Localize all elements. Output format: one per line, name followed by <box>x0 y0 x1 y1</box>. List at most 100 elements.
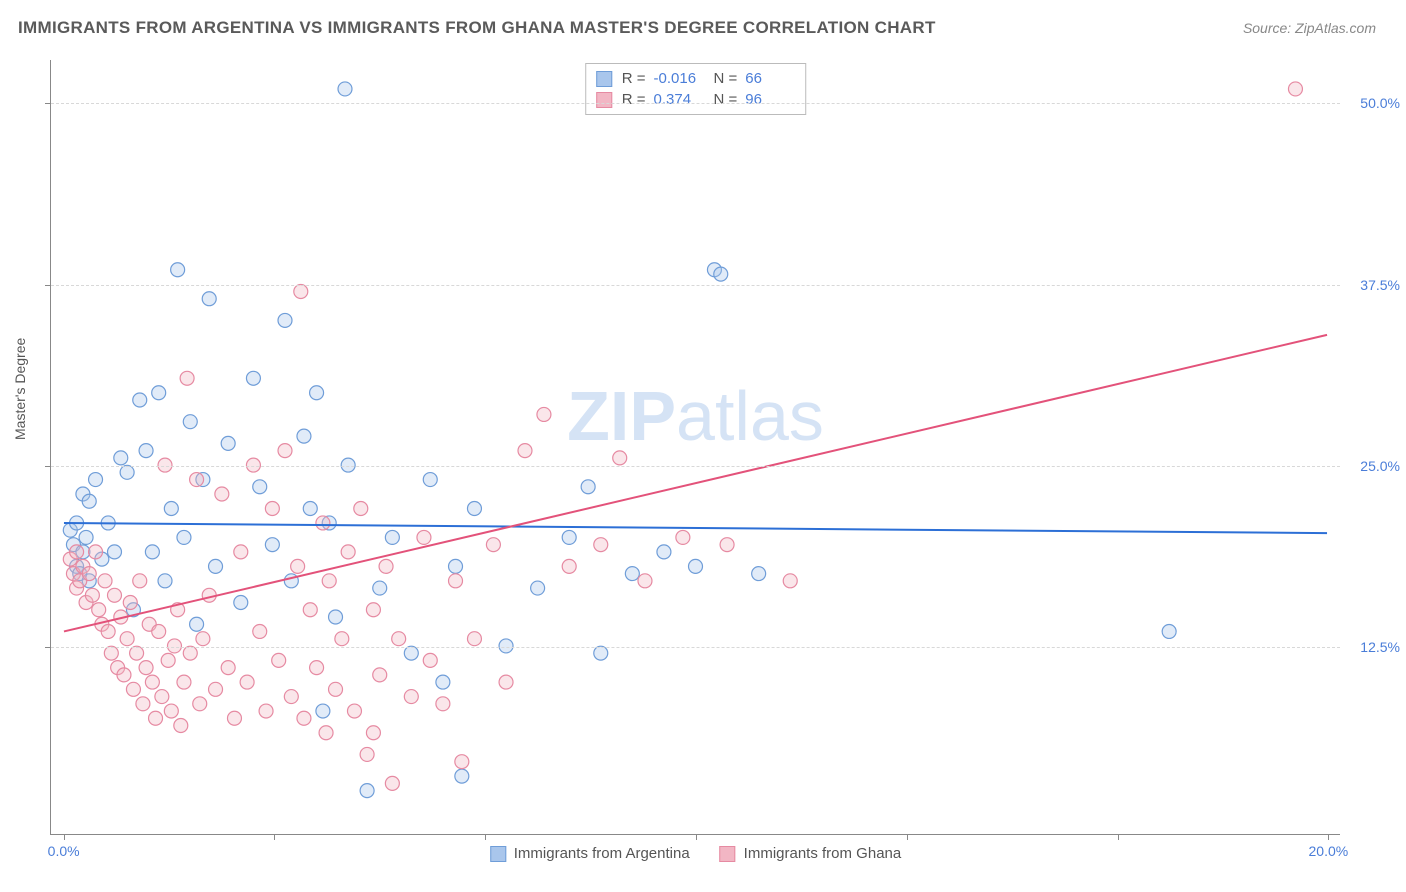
data-point-argentina <box>338 82 352 96</box>
data-point-argentina <box>385 530 399 544</box>
x-tick-mark <box>1328 834 1329 840</box>
x-tick-mark <box>485 834 486 840</box>
data-point-argentina <box>152 386 166 400</box>
legend-stats: R =-0.016N =66R =0.374N =96 <box>585 63 807 115</box>
x-tick-label: 20.0% <box>1308 843 1348 859</box>
chart-plot-area: ZIPatlas R =-0.016N =66R =0.374N =96 Imm… <box>50 60 1340 835</box>
data-point-ghana <box>82 567 96 581</box>
data-point-argentina <box>329 610 343 624</box>
data-point-ghana <box>613 451 627 465</box>
data-point-argentina <box>404 646 418 660</box>
x-tick-label: 0.0% <box>48 843 80 859</box>
data-point-ghana <box>322 574 336 588</box>
data-point-ghana <box>85 588 99 602</box>
data-point-argentina <box>689 559 703 573</box>
scatter-svg <box>51 60 1340 834</box>
data-point-argentina <box>455 769 469 783</box>
data-point-ghana <box>136 697 150 711</box>
data-point-ghana <box>1288 82 1302 96</box>
data-point-ghana <box>404 690 418 704</box>
data-point-ghana <box>177 675 191 689</box>
data-point-ghana <box>486 538 500 552</box>
data-point-ghana <box>253 624 267 638</box>
data-point-ghana <box>436 697 450 711</box>
data-point-argentina <box>625 567 639 581</box>
data-point-ghana <box>130 646 144 660</box>
data-point-ghana <box>354 501 368 515</box>
data-point-ghana <box>392 632 406 646</box>
data-point-ghana <box>215 487 229 501</box>
data-point-ghana <box>227 711 241 725</box>
data-point-ghana <box>341 545 355 559</box>
data-point-ghana <box>284 690 298 704</box>
x-tick-mark <box>696 834 697 840</box>
y-tick-label: 50.0% <box>1360 95 1400 111</box>
data-point-ghana <box>676 530 690 544</box>
data-point-ghana <box>133 574 147 588</box>
y-tick-mark <box>45 466 51 467</box>
legend-n-label: N = <box>714 70 738 87</box>
data-point-argentina <box>467 501 481 515</box>
data-point-ghana <box>385 776 399 790</box>
x-tick-mark <box>64 834 65 840</box>
data-point-ghana <box>294 284 308 298</box>
data-point-ghana <box>310 661 324 675</box>
data-point-ghana <box>196 632 210 646</box>
data-point-argentina <box>449 559 463 573</box>
data-point-ghana <box>209 682 223 696</box>
legend-r-label: R = <box>622 70 646 87</box>
data-point-argentina <box>164 501 178 515</box>
data-point-argentina <box>114 451 128 465</box>
legend-series-item-argentina: Immigrants from Argentina <box>490 845 690 862</box>
x-tick-mark <box>1118 834 1119 840</box>
data-point-ghana <box>89 545 103 559</box>
data-point-ghana <box>139 661 153 675</box>
data-point-ghana <box>379 559 393 573</box>
data-point-argentina <box>202 292 216 306</box>
data-point-ghana <box>107 588 121 602</box>
data-point-ghana <box>467 632 481 646</box>
data-point-ghana <box>98 574 112 588</box>
y-axis-label: Master's Degree <box>12 338 28 440</box>
legend-n-value-ghana: 96 <box>745 91 795 108</box>
data-point-ghana <box>423 653 437 667</box>
data-point-argentina <box>89 473 103 487</box>
legend-r-value-ghana: 0.374 <box>654 91 704 108</box>
data-point-argentina <box>423 473 437 487</box>
data-point-argentina <box>562 530 576 544</box>
data-point-ghana <box>373 668 387 682</box>
data-point-ghana <box>120 632 134 646</box>
data-point-ghana <box>638 574 652 588</box>
data-point-ghana <box>449 574 463 588</box>
data-point-ghana <box>145 675 159 689</box>
grid-line <box>51 103 1340 104</box>
grid-line <box>51 647 1340 648</box>
data-point-argentina <box>297 429 311 443</box>
y-tick-label: 37.5% <box>1360 277 1400 293</box>
data-point-ghana <box>126 682 140 696</box>
data-point-ghana <box>259 704 273 718</box>
grid-line <box>51 285 1340 286</box>
data-point-argentina <box>714 267 728 281</box>
data-point-ghana <box>190 473 204 487</box>
data-point-ghana <box>562 559 576 573</box>
data-point-ghana <box>240 675 254 689</box>
data-point-ghana <box>92 603 106 617</box>
data-point-ghana <box>221 661 235 675</box>
data-point-argentina <box>190 617 204 631</box>
legend-n-value-argentina: 66 <box>745 70 795 87</box>
data-point-ghana <box>265 501 279 515</box>
data-point-ghana <box>234 545 248 559</box>
data-point-argentina <box>531 581 545 595</box>
legend-n-label: N = <box>714 91 738 108</box>
data-point-ghana <box>594 538 608 552</box>
data-point-ghana <box>329 682 343 696</box>
data-point-argentina <box>246 371 260 385</box>
data-point-argentina <box>303 501 317 515</box>
data-point-argentina <box>209 559 223 573</box>
data-point-ghana <box>117 668 131 682</box>
data-point-argentina <box>657 545 671 559</box>
data-point-argentina <box>120 465 134 479</box>
grid-line <box>51 466 1340 467</box>
data-point-argentina <box>752 567 766 581</box>
